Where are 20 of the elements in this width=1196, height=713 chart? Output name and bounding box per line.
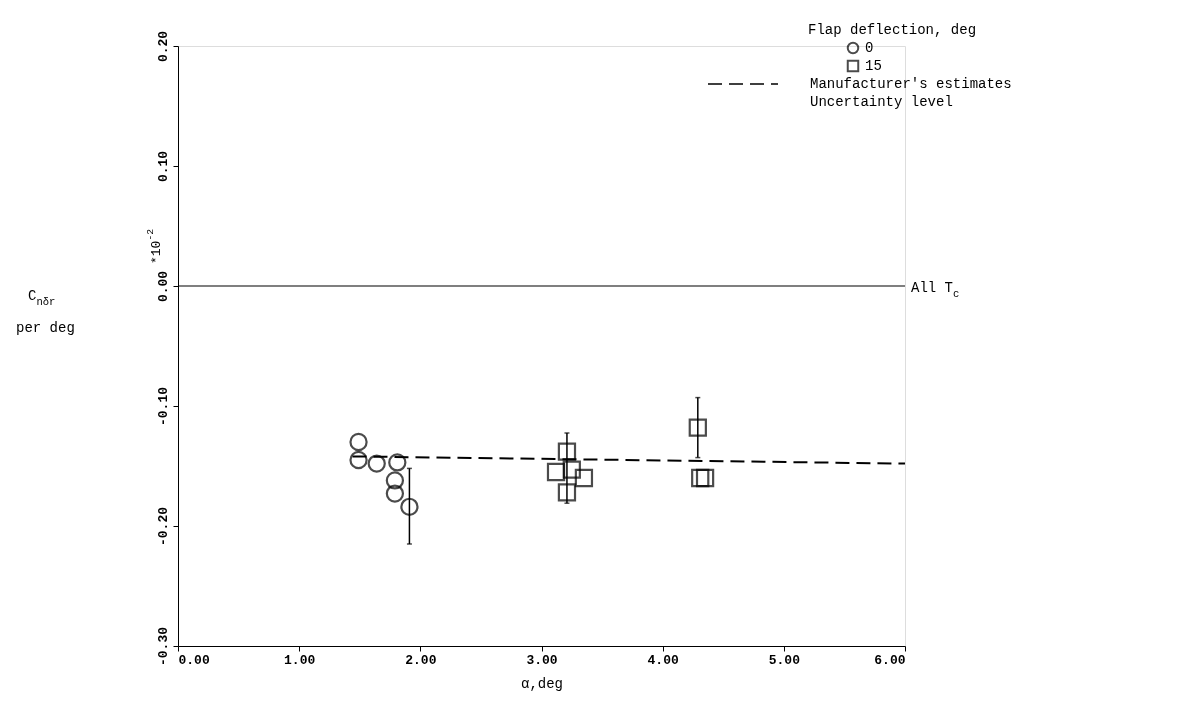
annotation: Uncertainty level xyxy=(810,94,953,110)
x-axis-title: α,deg xyxy=(520,675,564,692)
y-tick-label: -0.20 xyxy=(155,506,171,547)
text: *10-2 xyxy=(145,228,164,264)
x-tick-label: 3.00 xyxy=(526,652,558,668)
x-tick-label: 6.00 xyxy=(874,652,906,668)
x-tick-label: 4.00 xyxy=(647,652,679,668)
legend-title: Flap deflection, deg xyxy=(808,22,977,38)
y-tick-label: -0.10 xyxy=(155,386,171,427)
legend-label: 0 xyxy=(865,40,874,56)
y-tick-label: -0.30 xyxy=(155,626,171,667)
legend-label: Manufacturer's estimates xyxy=(810,76,1012,92)
y-tick-label: 0.00 xyxy=(155,270,171,303)
y-tick-label: 0.10 xyxy=(155,150,171,183)
x-tick-label: 0.00 xyxy=(178,652,210,668)
x-tick-label: 2.00 xyxy=(405,652,437,668)
x-tick-label: 1.00 xyxy=(284,652,316,668)
legend-label: 15 xyxy=(865,58,882,74)
y-tick-label: 0.20 xyxy=(155,30,171,63)
x-tick-label: 5.00 xyxy=(768,652,801,668)
